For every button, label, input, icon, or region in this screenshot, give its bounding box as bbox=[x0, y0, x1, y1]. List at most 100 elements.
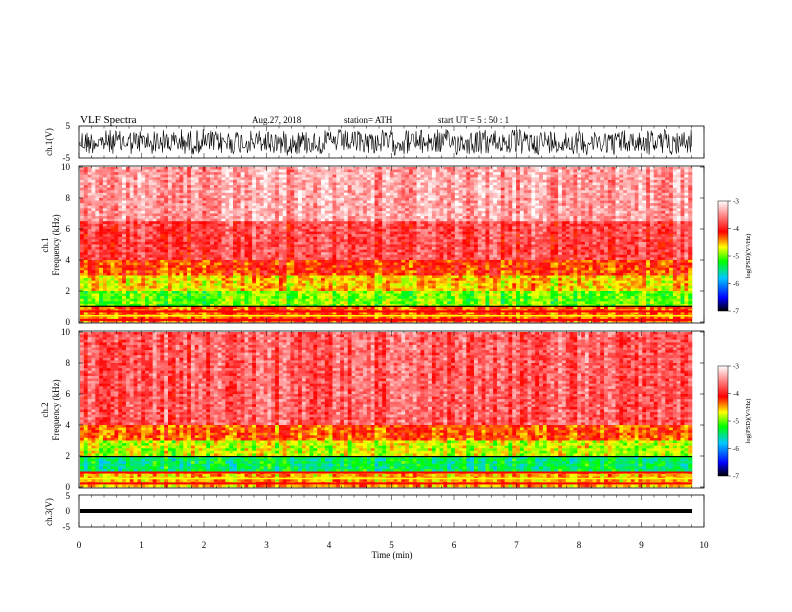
spectrogram-cell bbox=[305, 218, 310, 222]
spectrogram-cell bbox=[343, 192, 349, 196]
spectrogram-cell bbox=[225, 190, 230, 194]
spectrogram-cell bbox=[661, 210, 666, 214]
spectrogram-cell bbox=[638, 229, 643, 232]
spectrogram-cell bbox=[202, 195, 207, 199]
spectrogram-cell bbox=[550, 216, 555, 219]
spectrogram-cell bbox=[458, 208, 463, 212]
spectrogram-cell bbox=[271, 226, 276, 230]
spectrogram-cell bbox=[405, 187, 410, 191]
spectrogram-cell bbox=[313, 241, 318, 245]
spectrogram-cell bbox=[649, 241, 655, 245]
spectrogram-cell bbox=[504, 172, 509, 176]
spectrogram-cell bbox=[405, 205, 410, 209]
spectrogram-cell bbox=[634, 190, 639, 194]
spectrogram-cell bbox=[99, 185, 104, 188]
spectrogram-cell bbox=[496, 177, 502, 181]
spectrogram-cell bbox=[194, 234, 199, 238]
spectrogram-cell bbox=[179, 229, 184, 232]
spectrogram-cell bbox=[309, 195, 314, 199]
spectrogram-cell bbox=[424, 239, 429, 243]
spectrogram-cell bbox=[187, 195, 192, 199]
spectrogram-cell bbox=[87, 200, 92, 204]
spectrogram-cell bbox=[634, 172, 639, 176]
spectrogram-cell bbox=[271, 205, 276, 209]
spectrogram-cell bbox=[83, 218, 88, 222]
spectrogram-cell bbox=[466, 216, 471, 219]
spectrogram-cell bbox=[183, 223, 188, 227]
spectrogram-cell bbox=[642, 229, 647, 232]
spectrogram-cell bbox=[202, 179, 207, 183]
spectrogram-cell bbox=[623, 213, 628, 217]
spectrogram-cell bbox=[363, 226, 368, 230]
spectrogram-cell bbox=[370, 192, 375, 196]
spectrogram-cell bbox=[252, 234, 257, 238]
spectrogram-cell bbox=[454, 205, 459, 209]
spectrogram-cell bbox=[183, 216, 188, 219]
spectrogram-cell bbox=[106, 179, 111, 183]
spectrogram-cell bbox=[141, 218, 146, 222]
spectrogram-cell bbox=[581, 218, 586, 222]
spectrogram-cell bbox=[129, 174, 134, 178]
spectrogram-cell bbox=[581, 244, 586, 248]
spectrogram-cell bbox=[278, 192, 284, 196]
spectrogram-cell bbox=[649, 182, 655, 186]
spectrogram-cell bbox=[466, 187, 471, 191]
spectrogram-cell bbox=[500, 229, 505, 232]
spectrogram-cell bbox=[573, 179, 578, 183]
spectrogram-cell bbox=[619, 190, 624, 194]
spectrogram-cell bbox=[290, 200, 295, 204]
spectrogram-cell bbox=[244, 213, 249, 217]
spectrogram-cell bbox=[462, 229, 467, 232]
spectrogram-cell bbox=[458, 198, 463, 201]
spectrogram-cell bbox=[175, 195, 180, 199]
spectrogram-cell bbox=[489, 229, 494, 232]
spectrogram-cell bbox=[684, 192, 689, 196]
spectrogram-cell bbox=[523, 174, 528, 178]
spectrogram-cell bbox=[202, 185, 207, 188]
spectrogram-cell bbox=[516, 203, 521, 207]
spectrogram-cell bbox=[267, 208, 272, 212]
spectrogram-cell bbox=[229, 241, 234, 245]
spectrogram-cell bbox=[634, 216, 639, 219]
spectrogram-cell bbox=[401, 236, 406, 240]
spectrogram-cell bbox=[118, 244, 123, 248]
spectrogram-cell bbox=[343, 208, 349, 212]
spectrogram-cell bbox=[466, 179, 471, 183]
spectrogram-cell bbox=[405, 182, 410, 186]
spectrogram-cell bbox=[259, 218, 264, 222]
spectrogram-cell bbox=[661, 200, 666, 204]
spectrogram-cell bbox=[160, 226, 165, 230]
spectrogram-cell bbox=[424, 218, 429, 222]
spectrogram-cell bbox=[255, 200, 261, 204]
spectrogram-cell bbox=[684, 172, 689, 176]
spectrogram-cell bbox=[512, 208, 517, 212]
spectrogram-cell bbox=[171, 239, 176, 243]
spectrogram-cell bbox=[145, 187, 150, 191]
spectrogram-cell bbox=[565, 218, 570, 222]
spectrogram-cell bbox=[428, 190, 433, 194]
spectrogram-cell bbox=[523, 190, 528, 194]
spectrogram-cell bbox=[496, 244, 502, 248]
spectrogram-cell bbox=[523, 234, 528, 238]
spectrogram-cell bbox=[83, 187, 88, 191]
spectrogram-cell bbox=[439, 185, 444, 188]
spectrogram-cell bbox=[278, 210, 284, 214]
spectrogram-cell bbox=[110, 226, 115, 230]
spectrogram-cell bbox=[531, 195, 536, 199]
spectrogram-cell bbox=[125, 169, 131, 173]
spectrogram-cell bbox=[607, 203, 612, 207]
spectrogram-cell bbox=[512, 190, 517, 194]
spectrogram-cell bbox=[454, 192, 459, 196]
spectrogram-cell bbox=[649, 167, 655, 170]
spectrogram-cell bbox=[600, 195, 605, 199]
spectrogram-cell bbox=[489, 174, 494, 178]
spectrogram-cell bbox=[286, 177, 291, 181]
spectrogram-cell bbox=[619, 216, 624, 219]
spectrogram-cell bbox=[473, 205, 479, 209]
spectrogram-cell bbox=[141, 208, 146, 212]
spectrogram-cell bbox=[179, 190, 184, 194]
spectrogram-cell bbox=[183, 174, 188, 178]
spectrogram-cell bbox=[110, 172, 115, 176]
spectrogram-cell bbox=[118, 239, 123, 243]
spectrogram-cell bbox=[508, 229, 513, 232]
